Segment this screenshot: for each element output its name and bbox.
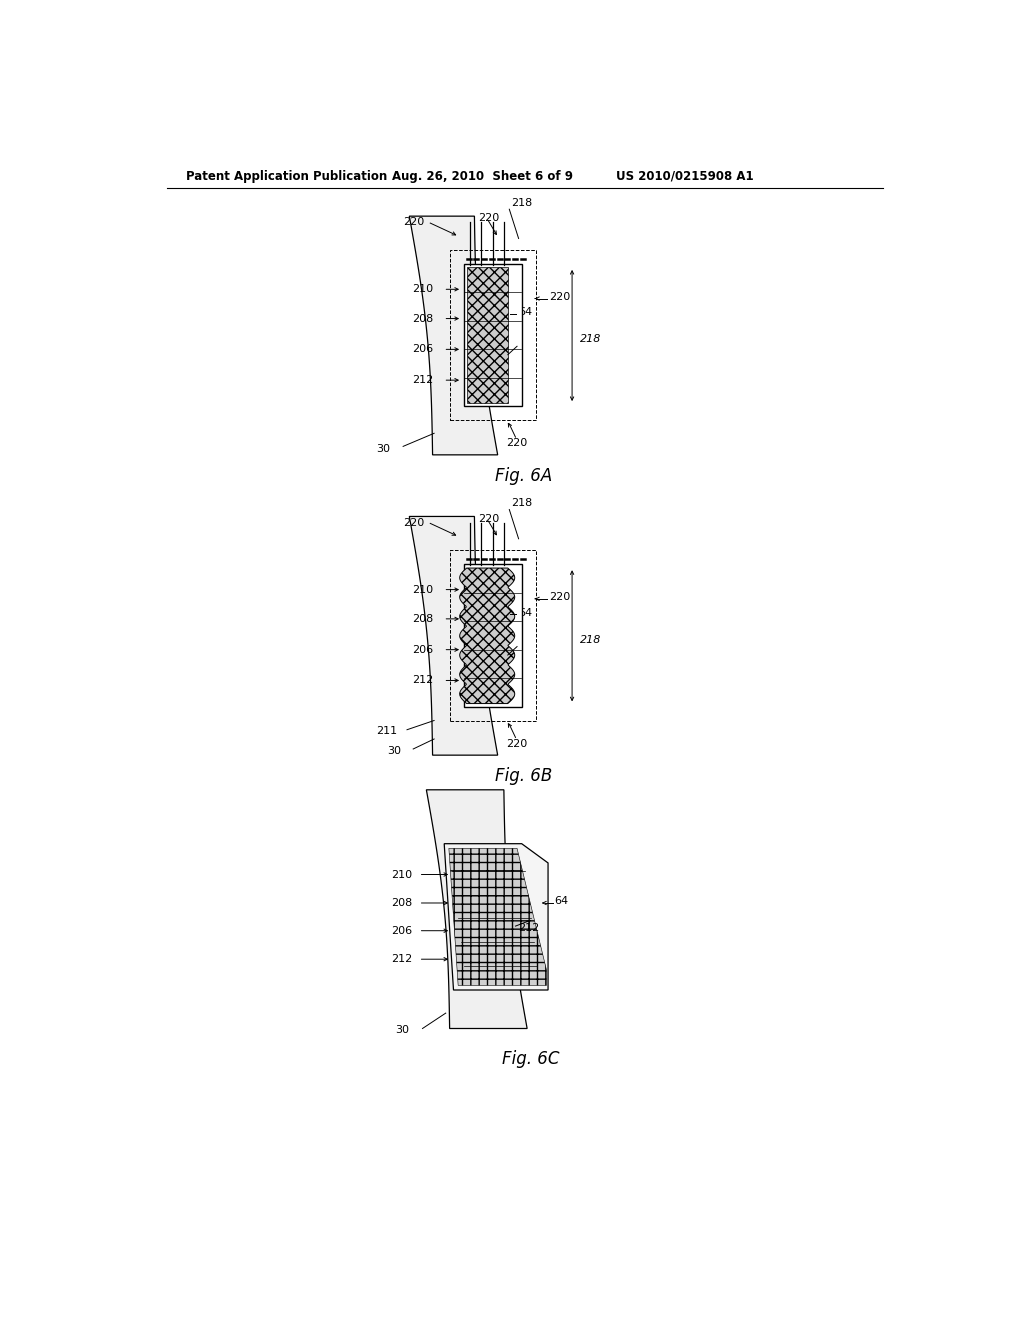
Text: 220: 220 — [478, 513, 500, 524]
Text: 206: 206 — [391, 925, 413, 936]
Text: 30: 30 — [376, 444, 390, 454]
Text: 30: 30 — [388, 746, 401, 756]
Text: 212: 212 — [413, 676, 434, 685]
Text: 210: 210 — [391, 870, 413, 879]
Text: 218: 218 — [512, 198, 532, 209]
Text: 212: 212 — [518, 924, 539, 933]
Text: 220: 220 — [403, 218, 424, 227]
Polygon shape — [444, 843, 548, 990]
Text: 212: 212 — [496, 352, 516, 362]
Bar — [450, 550, 536, 721]
Text: 212: 212 — [413, 375, 434, 385]
Polygon shape — [460, 568, 515, 704]
Text: 210: 210 — [413, 585, 433, 594]
Text: 64: 64 — [554, 896, 568, 907]
Text: Fig. 6B: Fig. 6B — [495, 767, 552, 785]
Text: 218: 218 — [580, 334, 601, 345]
Polygon shape — [410, 216, 498, 455]
Text: 218: 218 — [580, 635, 601, 644]
Text: 212: 212 — [391, 954, 413, 964]
Text: Fig. 6C: Fig. 6C — [502, 1051, 560, 1068]
Text: 64: 64 — [518, 607, 532, 618]
Text: 211: 211 — [376, 726, 397, 737]
Text: Patent Application Publication: Patent Application Publication — [186, 169, 387, 182]
Text: 220: 220 — [478, 214, 500, 223]
Text: 208: 208 — [413, 614, 434, 624]
Bar — [464, 564, 521, 706]
Text: 206: 206 — [413, 644, 433, 655]
Text: 220: 220 — [403, 517, 424, 528]
Text: 212: 212 — [496, 652, 516, 663]
Text: 208: 208 — [413, 314, 434, 323]
Text: 220: 220 — [549, 593, 570, 602]
Bar — [464, 264, 521, 407]
Bar — [450, 249, 536, 420]
Polygon shape — [449, 849, 547, 985]
Text: 220: 220 — [506, 739, 527, 748]
Text: 210: 210 — [413, 284, 433, 294]
Polygon shape — [410, 516, 498, 755]
Bar — [467, 267, 508, 404]
Text: Fig. 6A: Fig. 6A — [495, 467, 552, 484]
Text: Aug. 26, 2010  Sheet 6 of 9: Aug. 26, 2010 Sheet 6 of 9 — [391, 169, 572, 182]
Text: 64: 64 — [518, 308, 532, 317]
Text: 220: 220 — [506, 438, 527, 449]
Text: 208: 208 — [391, 898, 413, 908]
Text: 218: 218 — [512, 499, 532, 508]
Polygon shape — [426, 789, 527, 1028]
Text: US 2010/0215908 A1: US 2010/0215908 A1 — [616, 169, 754, 182]
Text: 220: 220 — [549, 292, 570, 302]
Text: 206: 206 — [413, 345, 433, 354]
Text: 30: 30 — [395, 1026, 410, 1035]
